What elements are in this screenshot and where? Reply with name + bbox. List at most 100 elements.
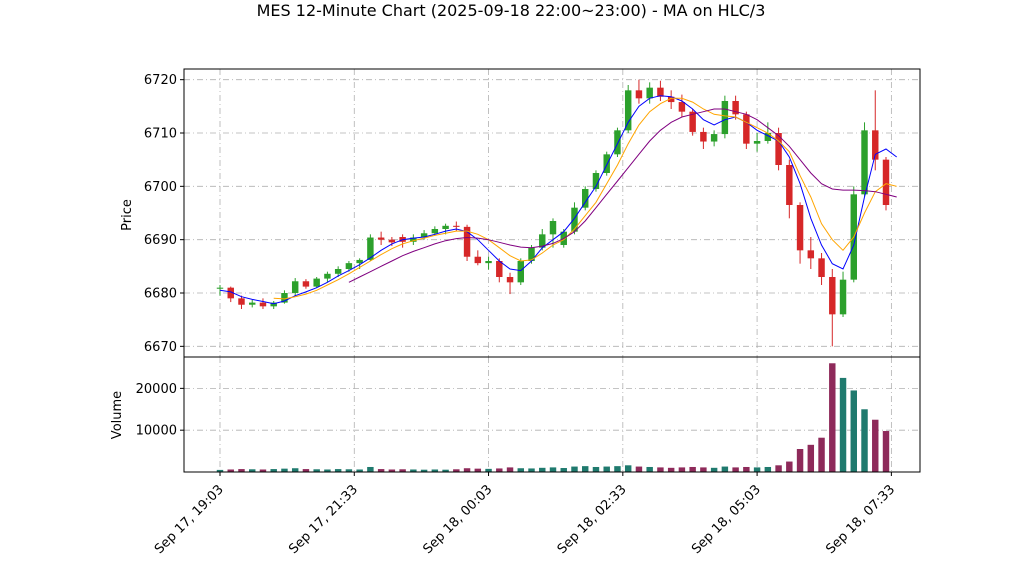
volume-bar [216, 469, 224, 472]
volume-bar [281, 468, 288, 472]
candle-body [345, 263, 353, 269]
volume-bar [872, 419, 879, 472]
candle-body [571, 207, 578, 232]
price-tick-label: 6670 [144, 340, 177, 355]
volume-bar [399, 469, 406, 472]
volume-bar [582, 466, 589, 472]
volume-bar [388, 469, 396, 472]
candle-body [463, 226, 471, 257]
volume-bar [227, 469, 234, 472]
x-ticks: Sep 17, 19:03 Sep 17, 21:33 Sep 18, 00:03 S… [152, 472, 898, 557]
volume-bar [517, 468, 524, 472]
candle-body [743, 114, 750, 144]
volume-bar [420, 469, 428, 472]
candle-body [764, 133, 772, 141]
candle-body [829, 277, 836, 315]
candle-body [367, 237, 374, 260]
volume-bars [216, 363, 890, 472]
moving-average-line [348, 108, 897, 283]
candle-body [872, 130, 879, 160]
candle-body [539, 234, 546, 248]
candle-body [689, 111, 696, 132]
candle-body [700, 131, 707, 142]
volume-bar [678, 467, 686, 472]
volume-bar [377, 469, 385, 472]
price-candles [216, 79, 890, 347]
candle-body [796, 205, 804, 251]
candle-body [624, 90, 632, 131]
volume-bar [786, 461, 793, 472]
candle-body [377, 237, 385, 240]
candle-body [302, 281, 310, 287]
price-tick-label: 6700 [144, 180, 177, 195]
candle-body [646, 87, 653, 99]
candle-body [442, 225, 449, 229]
candle-body [474, 256, 482, 264]
volume-bar [324, 469, 331, 472]
candle-body [775, 133, 782, 165]
volume-bar [689, 466, 696, 472]
volume-bar [356, 469, 363, 472]
candle-body [410, 237, 417, 242]
candle-body [249, 302, 256, 305]
volume-bar [753, 467, 761, 472]
volume-bar [474, 468, 482, 472]
price-axis-label: Price [120, 199, 135, 231]
x-tick-label: Sep 18, 05:03 [689, 482, 764, 557]
volume-bar [839, 377, 847, 472]
volume-bar [270, 469, 277, 472]
volume-tick-label: 20000 [136, 382, 177, 397]
candle-body [721, 101, 729, 135]
volume-bar [528, 468, 535, 472]
candle-body [334, 269, 342, 274]
candle-body [259, 302, 267, 307]
volume-bar [463, 468, 471, 472]
candle-body [528, 247, 535, 261]
candle-body [818, 258, 825, 277]
candle-body [356, 259, 363, 264]
volume-bar [635, 466, 643, 472]
x-tick-label: Sep 18, 00:03 [420, 482, 495, 557]
x-tick-label: Sep 17, 21:33 [286, 482, 361, 557]
candle-body [431, 229, 439, 234]
candle-body [453, 225, 460, 227]
candle-body [270, 302, 277, 307]
moving-average-lines [219, 95, 897, 305]
candle-body [657, 87, 664, 97]
volume-bar [345, 469, 353, 472]
volume-bar [431, 469, 439, 472]
candle-body [517, 261, 524, 283]
price-y-ticks: 6670 6680 6690 6700 6710 6720 [144, 73, 184, 355]
candle-body [678, 102, 686, 112]
candle-body [882, 159, 890, 205]
volume-bar [410, 469, 417, 472]
volume-grid [184, 357, 920, 472]
volume-bar [657, 467, 664, 472]
volume-bar [496, 468, 503, 472]
candle-body [603, 154, 610, 173]
volume-bar [302, 469, 310, 472]
volume-bar [764, 466, 772, 472]
volume-bar [549, 467, 557, 472]
volume-bar [238, 469, 245, 472]
chart-title: MES 12-Minute Chart (2025-09-18 22:00~23… [257, 1, 766, 20]
candle-body [614, 130, 621, 155]
volume-bar [453, 469, 460, 472]
volume-bar [732, 467, 739, 472]
candle-body [635, 90, 643, 99]
candle-body [324, 273, 331, 279]
candle-body [549, 221, 557, 235]
volume-bar [624, 465, 632, 472]
candle-body [313, 278, 320, 287]
volume-bar [571, 466, 578, 472]
x-tick-label: Sep 18, 02:33 [555, 482, 630, 557]
moving-average-line [219, 95, 897, 305]
volume-bar [560, 468, 567, 472]
volume-bar [667, 467, 675, 472]
candle-body [485, 261, 492, 264]
candle-body [732, 101, 739, 115]
candle-body [420, 233, 428, 238]
volume-bar [700, 467, 707, 472]
candle-body [281, 293, 288, 303]
